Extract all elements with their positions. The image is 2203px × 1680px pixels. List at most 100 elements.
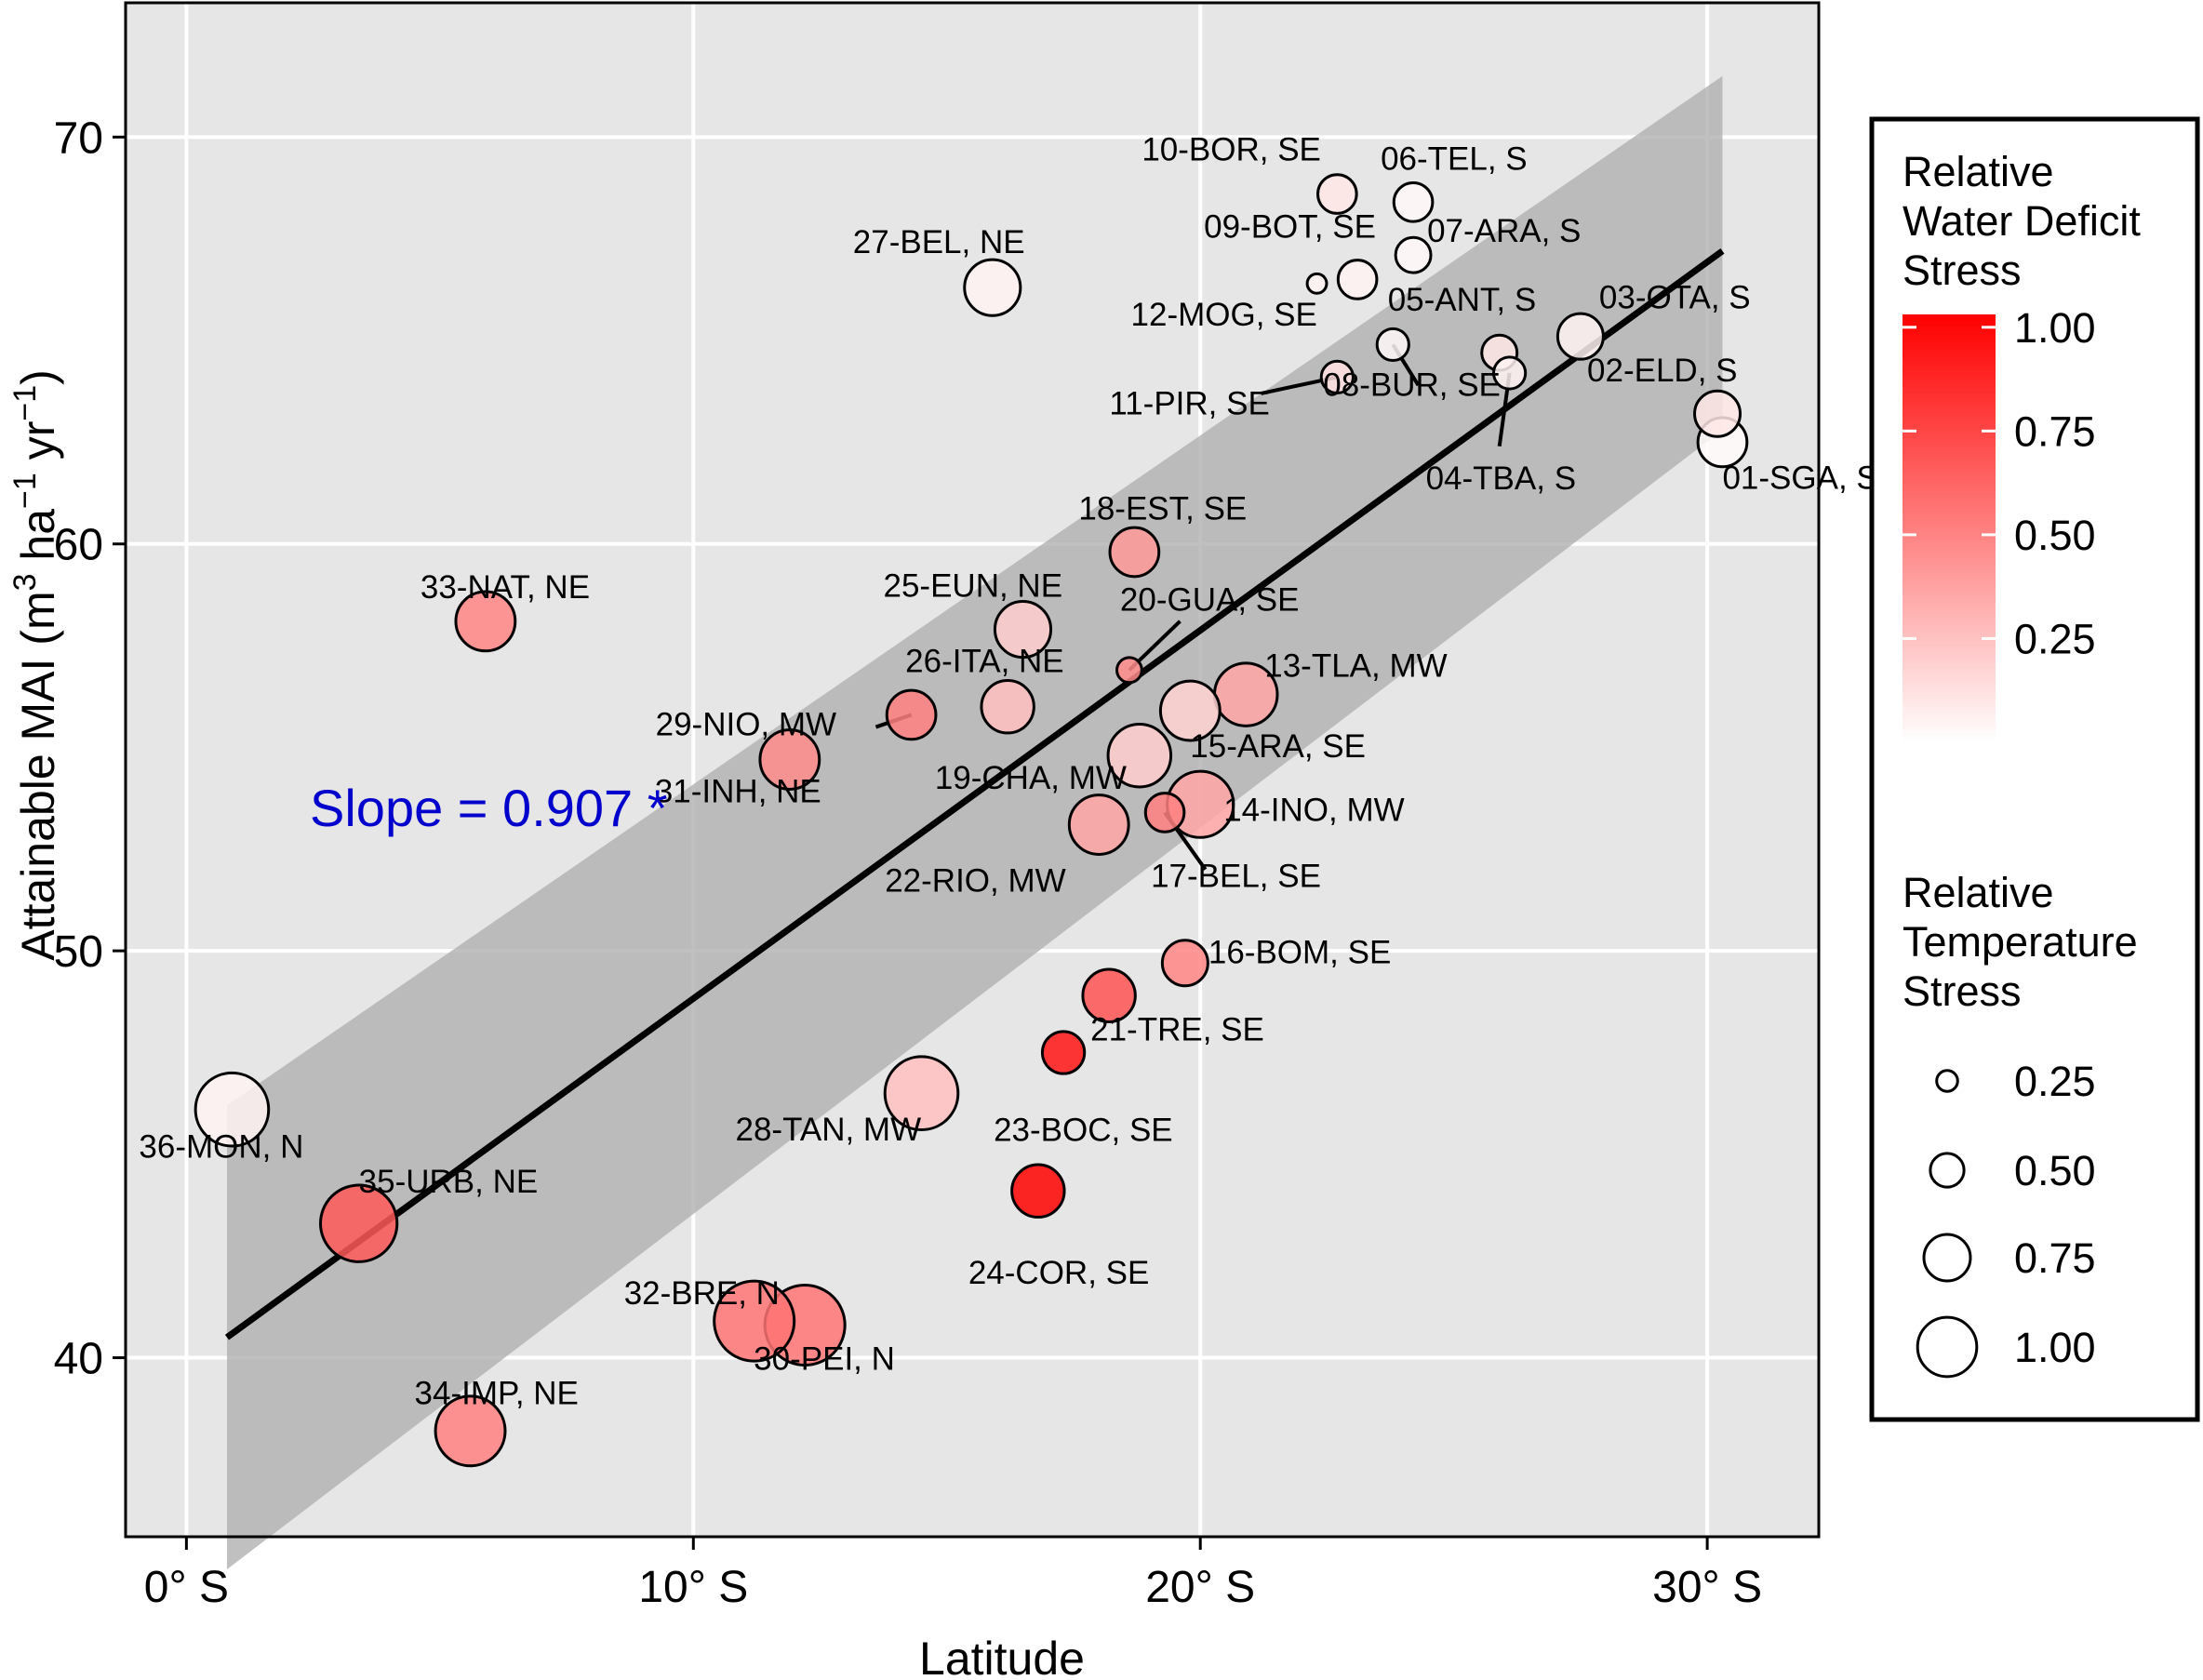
data-point — [993, 600, 1053, 660]
data-point — [713, 1279, 796, 1363]
y-axis-title-unit: yr — [12, 421, 64, 473]
data-point — [1375, 327, 1410, 363]
data-point — [454, 590, 517, 653]
size-legend-circle — [1916, 1315, 1979, 1379]
point-label: 06-TEL, S — [1381, 140, 1528, 177]
x-tick-label: 10° S — [638, 1563, 748, 1612]
size-legend-circle — [1935, 1069, 1959, 1093]
legend-color-title-line: Relative — [1903, 148, 2054, 195]
point-label: 32-BRE, N — [624, 1275, 780, 1312]
legend-size-title-line: Stress — [1903, 967, 2022, 1015]
y-axis-title-sup: −1 — [7, 385, 43, 421]
data-point — [1319, 359, 1355, 395]
point-labels: 01-SGA, S 02-ELD, S 03-OTA, S 04-TBA, S 05-A… — [139, 132, 1877, 1412]
y-axis-title-sup: 3 — [7, 573, 43, 591]
data-point — [1492, 355, 1528, 391]
size-legend-keys: 0.25 0.50 0.75 1.00 — [1916, 1058, 2096, 1379]
point-label: 28-TAN, MW — [736, 1112, 922, 1148]
color-bar-label: 0.75 — [2014, 407, 2096, 455]
x-tick-label: 30° S — [1652, 1563, 1762, 1612]
point-label: 17-BEL, SE — [1151, 858, 1321, 894]
data-point — [1106, 722, 1173, 789]
data-point — [194, 1071, 271, 1148]
point-label: 14-INO, MW — [1223, 793, 1404, 829]
point-label: 23-BOC, SE — [994, 1112, 1173, 1148]
data-point — [1158, 679, 1222, 742]
point-label: 15-ARA, SE — [1190, 728, 1366, 765]
data-point — [1067, 793, 1130, 856]
color-bar-label: 1.00 — [2014, 304, 2096, 352]
point-label: 10-BOR, SE — [1142, 132, 1321, 168]
x-axis: 0° S 10° S 20° S 30° S — [144, 1537, 1762, 1612]
point-label: 02-ELD, S — [1587, 353, 1737, 389]
size-legend-label: 0.75 — [2014, 1234, 2096, 1282]
data-point — [1115, 656, 1143, 685]
point-label: 22-RIO, MW — [885, 863, 1065, 900]
plot-border — [124, 1, 1821, 1539]
point-label: 33-NAT, NE — [421, 569, 590, 606]
plot-panel: 01-SGA, S 02-ELD, S 03-OTA, S 04-TBA, S 05-A… — [124, 1, 1878, 1569]
data-point — [758, 728, 821, 791]
confidence-band — [226, 75, 1723, 1569]
point-label: 34-IMP, NE — [415, 1375, 579, 1411]
point-label: 11-PIR, SE — [1109, 385, 1269, 421]
data-point — [885, 688, 938, 741]
data-point — [883, 1055, 960, 1132]
y-axis-title-main: Attainable MAI (m — [12, 591, 64, 960]
data-point — [1143, 792, 1186, 833]
point-label: 12-MOG, SE — [1131, 297, 1317, 333]
data-point — [434, 1394, 507, 1468]
data-point — [1081, 967, 1137, 1023]
point-label: 03-OTA, S — [1599, 280, 1751, 316]
point-label: 20-GUA, SE — [1120, 581, 1300, 618]
color-bar-label: 0.25 — [2014, 615, 2096, 662]
slope-annotation: Slope = 0.907 * — [310, 779, 668, 837]
point-label: 29-NIO, MW — [656, 706, 836, 742]
color-bar-label: 0.50 — [2014, 512, 2096, 559]
legend-size-title-line: Relative — [1903, 869, 2054, 916]
x-tick-label: 0° S — [144, 1563, 229, 1612]
y-axis: 40 50 60 70 — [54, 113, 126, 1384]
point-label: 24-COR, SE — [968, 1255, 1150, 1291]
data-point — [1394, 235, 1433, 274]
x-axis-title: Latitude — [919, 1633, 1085, 1680]
regression-line — [224, 247, 1725, 1340]
point-label: 18-EST, SE — [1078, 490, 1247, 527]
point-label: 05-ANT, S — [1388, 282, 1537, 318]
data-point — [319, 1183, 399, 1263]
point-label: 30-PEI, N — [754, 1341, 895, 1378]
y-axis-title-unit: ha — [12, 509, 64, 574]
point-label: 13-TLA, MW — [1264, 648, 1447, 685]
point-label: 19-CHA, MW — [935, 760, 1127, 796]
legend-color-title-line: Stress — [1903, 247, 2022, 294]
legend-color-title-line: Water Deficit — [1903, 197, 2141, 245]
y-tick-label: 60 — [54, 521, 103, 570]
data-points — [194, 173, 1749, 1468]
data-point — [1040, 1030, 1087, 1075]
point-label: 26-ITA, NE — [905, 644, 1064, 680]
size-legend-circle — [1922, 1233, 1972, 1283]
color-bar — [1903, 314, 1996, 742]
data-point — [1010, 1163, 1066, 1219]
data-point — [980, 679, 1035, 735]
data-point — [1555, 312, 1605, 361]
point-label: 04-TBA, S — [1426, 460, 1576, 497]
data-point — [1160, 939, 1209, 988]
y-tick-label: 50 — [54, 927, 103, 977]
legend: Relative Water Deficit Stress 1.00 0.75 0.… — [1869, 116, 2200, 1422]
data-point — [1108, 526, 1161, 579]
color-bar-ticks: 1.00 0.75 0.50 0.25 — [1903, 304, 2096, 662]
point-label: 35-URB, NE — [359, 1164, 539, 1200]
data-point — [1392, 181, 1435, 223]
point-label: 21-TRE, SE — [1090, 1011, 1264, 1047]
data-point — [1316, 173, 1358, 215]
data-point — [1305, 272, 1328, 295]
y-axis-title-end: ) — [12, 369, 64, 385]
size-legend-circle — [1929, 1152, 1966, 1189]
size-legend-label: 1.00 — [2014, 1324, 2096, 1371]
size-legend-label: 0.25 — [2014, 1058, 2096, 1105]
data-point — [1336, 259, 1379, 300]
point-label: 27-BEL, NE — [853, 224, 1025, 260]
point-label: 31-INH, NE — [655, 774, 821, 810]
x-tick-label: 20° S — [1145, 1563, 1255, 1612]
